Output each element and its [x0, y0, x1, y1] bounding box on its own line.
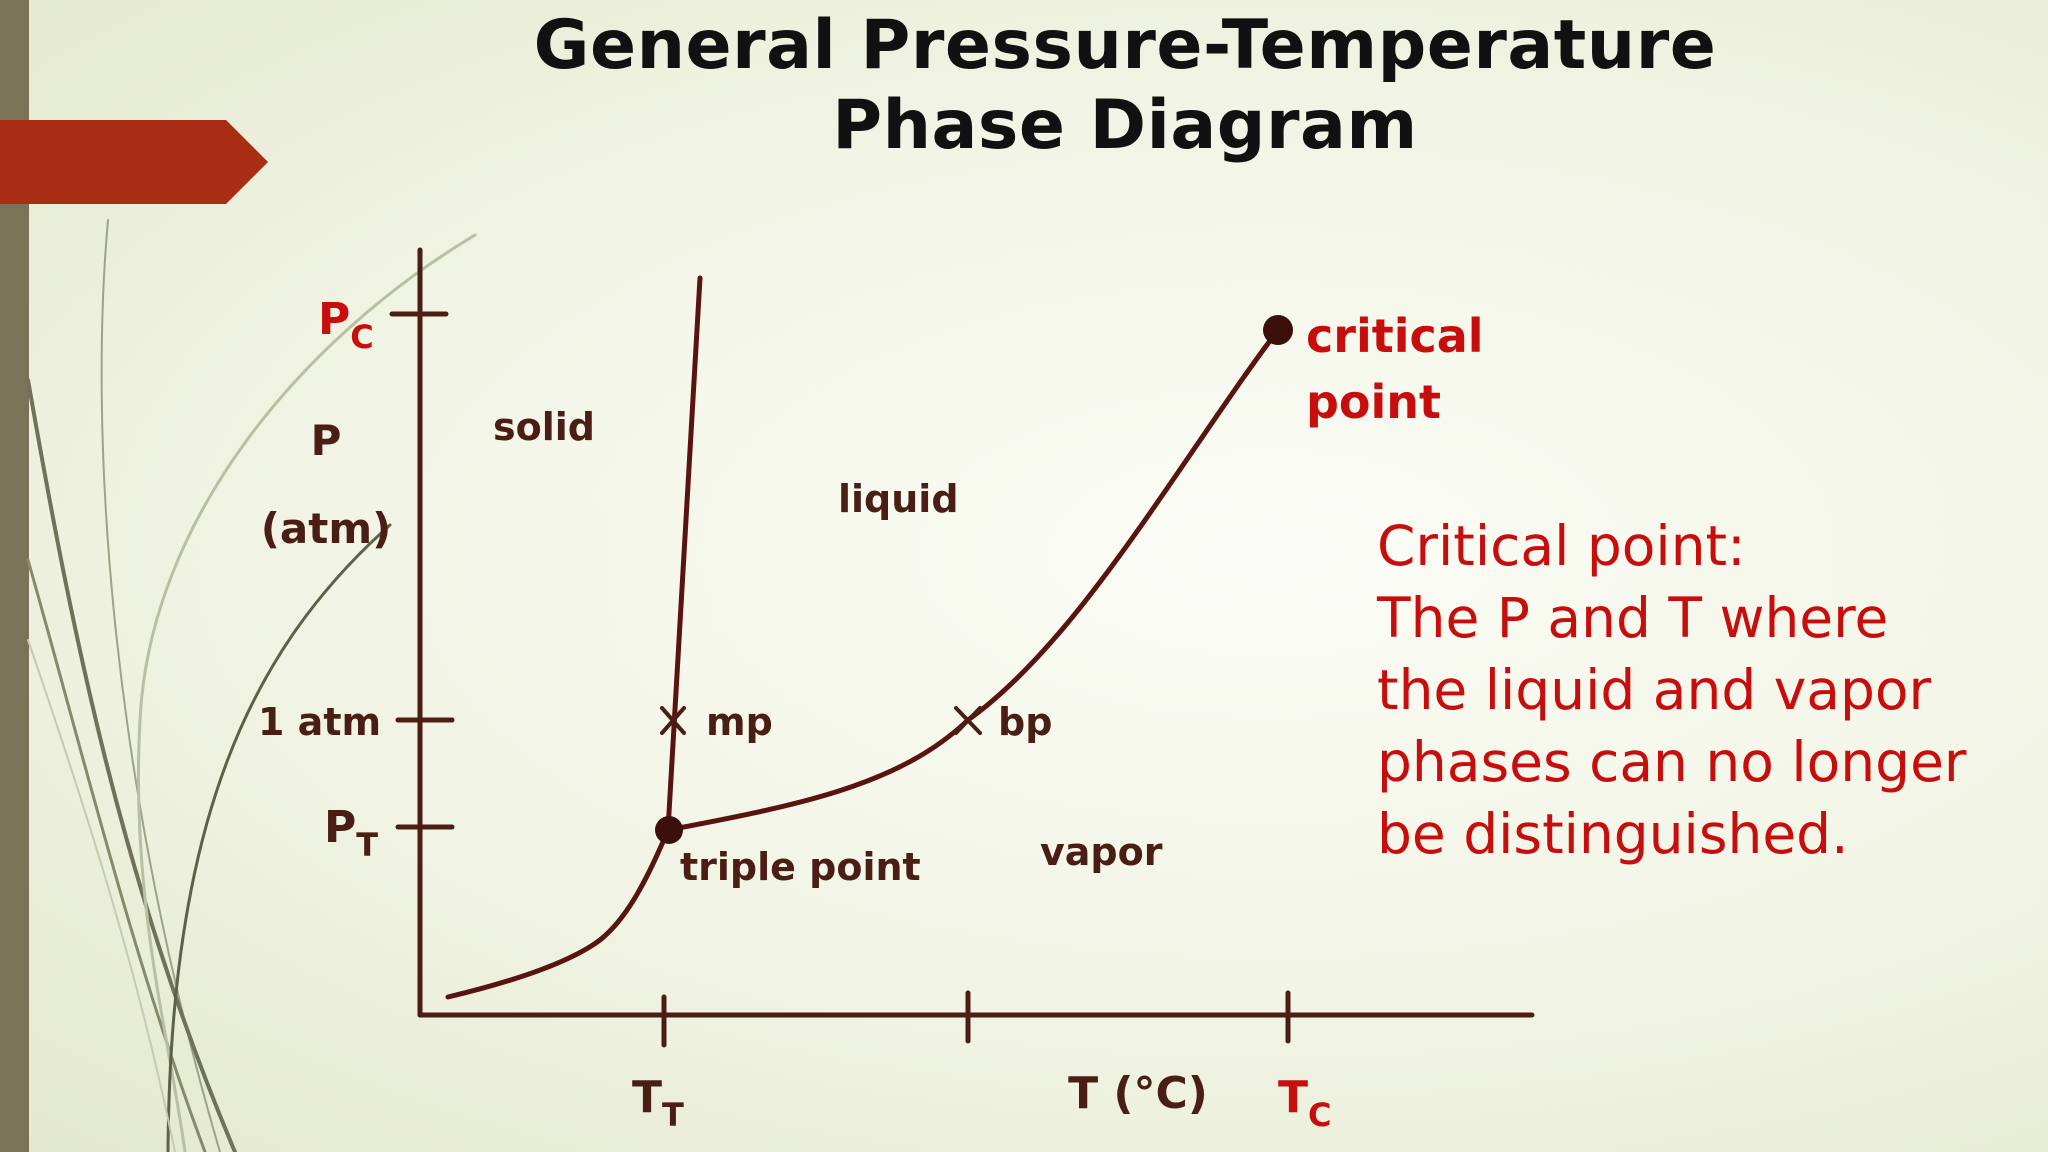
pt-label: PT [324, 802, 378, 864]
slide-title-line1: General Pressure-Temperature [533, 6, 1717, 85]
definition-line: Critical point: [1377, 514, 1746, 578]
triple-point-marker [655, 816, 683, 844]
tt-label: TT [632, 1072, 684, 1134]
region-vapor-label: vapor [1040, 830, 1163, 874]
triple-point-label: triple point [680, 845, 921, 889]
pc-label: PC [318, 294, 374, 356]
definition-line: the liquid and vapor [1377, 658, 1932, 722]
x-axis-label: T (°C) [1068, 1068, 1208, 1119]
mp-label: mp [706, 700, 773, 744]
critical-point-marker [1263, 315, 1293, 345]
red-banner-arrow [0, 120, 268, 204]
bp-marker [954, 706, 982, 735]
region-liquid-label: liquid [838, 477, 959, 521]
definition-line: phases can no longer [1377, 730, 1967, 794]
region-solid-label: solid [493, 405, 595, 449]
slide-title-line2: Phase Diagram [832, 86, 1418, 165]
y-axis-unit: (atm) [261, 504, 392, 553]
mp-marker [660, 706, 686, 735]
melting-curve [665, 275, 703, 833]
y-axis-label: P [311, 416, 342, 465]
critical-point-label-line1: critical [1306, 309, 1484, 363]
critical-point-label-line2: point [1306, 375, 1441, 429]
one-atm-label: 1 atm [258, 700, 381, 744]
sublimation-curve [445, 827, 671, 1000]
definition-line: be distinguished. [1377, 802, 1849, 866]
bp-label: bp [998, 700, 1052, 744]
tc-label: TC [1278, 1072, 1332, 1134]
vaporization-curve [665, 327, 1281, 833]
definition-line: The P and T where [1377, 586, 1889, 650]
critical-point-definition: Critical point: The P and T where the li… [1377, 510, 2017, 870]
